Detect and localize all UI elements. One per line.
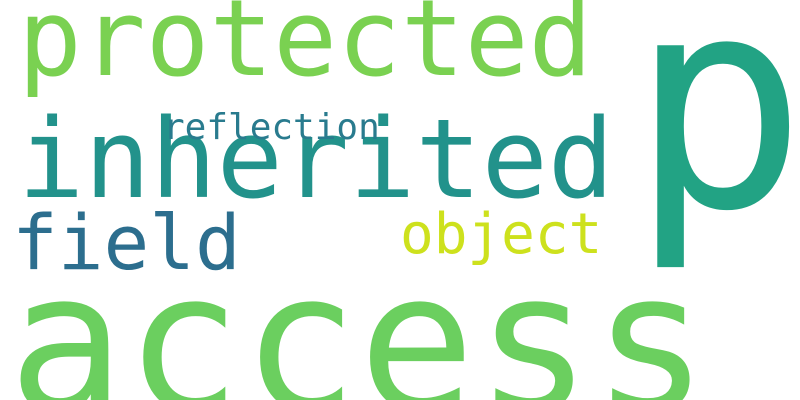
word-p: p	[630, 0, 800, 276]
word-access: access	[8, 230, 709, 400]
word-protected: protected	[18, 0, 593, 100]
word-reflection: reflection	[163, 107, 380, 148]
word-inherited: inherited	[18, 95, 615, 223]
word-object: object	[400, 202, 603, 267]
word-field: field	[12, 198, 241, 287]
